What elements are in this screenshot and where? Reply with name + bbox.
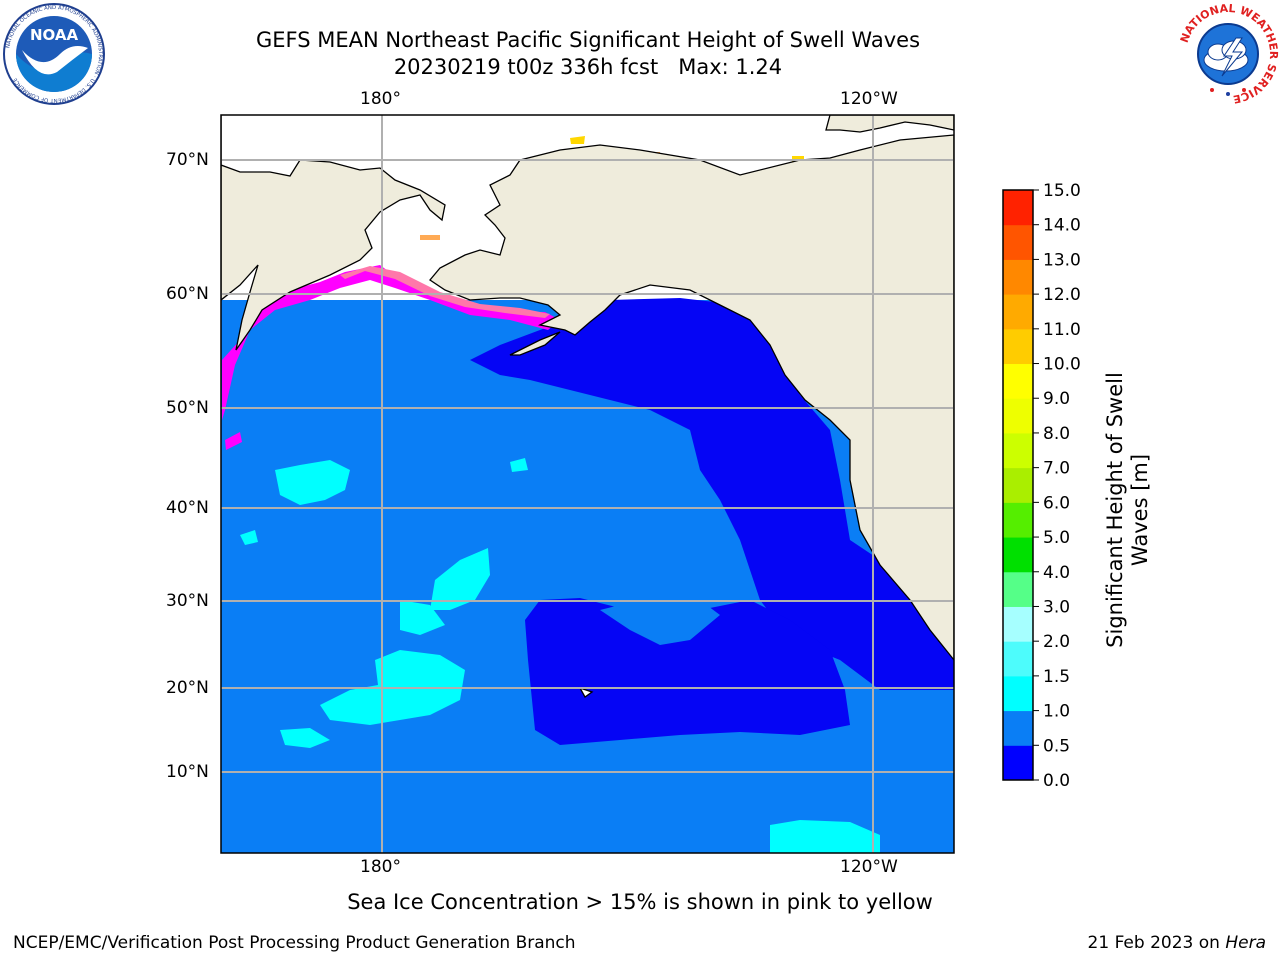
colorbar-tick-label: 2.0 bbox=[1043, 632, 1070, 652]
lat-tick-30n: 30°N bbox=[166, 591, 209, 611]
mid-swell-pocket bbox=[600, 600, 720, 645]
lat-tick-50n: 50°N bbox=[166, 398, 209, 418]
footer-host: Hera bbox=[1225, 933, 1266, 953]
low-swell-region-gulf-of-alaska bbox=[470, 298, 954, 690]
land-alaska-canada bbox=[429, 134, 954, 662]
land-peninsula bbox=[509, 331, 561, 356]
colorbar-segment bbox=[1003, 363, 1033, 399]
footer-date-text: 21 Feb 2023 on bbox=[1087, 933, 1220, 953]
colorbar-tick-label: 9.0 bbox=[1043, 389, 1070, 409]
colorbar-segment bbox=[1003, 537, 1033, 573]
colorbar-tick-label: 1.0 bbox=[1043, 702, 1070, 722]
colorbar: 0.0 0.5 1.0 1.5 2.0 3.0 4.0 5.0 6.0 7.0 8.0 9.0 10.0… bbox=[1002, 181, 1081, 790]
footer-date: 21 Feb 2023 on Hera bbox=[1088, 933, 1266, 953]
map-gridlines bbox=[221, 115, 954, 853]
colorbar-tick-label: 13.0 bbox=[1043, 250, 1081, 270]
colorbar-tick-label: 11.0 bbox=[1043, 320, 1081, 340]
lat-tick-70n: 70°N bbox=[166, 150, 209, 170]
nws-logo-icon: NATIONAL WEATHER SERVICE bbox=[1178, 2, 1280, 106]
map-frame bbox=[220, 114, 955, 854]
colorbar-tick-label: 4.0 bbox=[1043, 563, 1070, 583]
colorbar-segment bbox=[1003, 190, 1033, 226]
lon-tick-top-180: 180° bbox=[360, 89, 401, 109]
land-hawaii bbox=[578, 686, 594, 698]
lat-tick-60n: 60°N bbox=[166, 284, 209, 304]
lat-tick-10n: 10°N bbox=[166, 762, 209, 782]
low-swell-region-subtropical bbox=[525, 598, 850, 745]
noaa-logo-text: NOAA bbox=[30, 26, 79, 44]
lat-tick-20n: 20°N bbox=[166, 678, 209, 698]
colorbar-segment bbox=[1003, 224, 1033, 260]
colorbar-tick-label: 10.0 bbox=[1043, 355, 1081, 375]
colorbar-segment bbox=[1003, 745, 1033, 781]
colorbar-frame bbox=[1002, 189, 1034, 781]
sea-ice-note: Sea Ice Concentration > 15% is shown in … bbox=[347, 890, 933, 914]
lon-tick-bottom-180: 180° bbox=[360, 857, 401, 877]
colorbar-segment bbox=[1003, 571, 1033, 607]
lat-tick-40n: 40°N bbox=[166, 498, 209, 518]
colorbar-tick-label: 6.0 bbox=[1043, 493, 1070, 513]
colorbar-segment bbox=[1003, 328, 1033, 365]
lon-tick-top-120w: 120°W bbox=[840, 89, 898, 109]
colorbar-segment bbox=[1003, 259, 1033, 295]
colorbar-tick-label: 1.5 bbox=[1043, 667, 1070, 687]
map-subtitle: 20230219 t00z 336h fcst Max: 1.24 bbox=[393, 55, 783, 79]
colorbar-segment bbox=[1003, 467, 1033, 503]
colorbar-segment bbox=[1003, 675, 1033, 712]
colorbar-tick-label: 15.0 bbox=[1043, 181, 1081, 201]
colorbar-segment bbox=[1003, 432, 1033, 469]
colorbar-tick-label: 7.0 bbox=[1043, 459, 1070, 479]
colorbar-tick-label: 3.0 bbox=[1043, 597, 1070, 617]
colorbar-segment bbox=[1003, 606, 1033, 642]
lon-tick-bottom-120w: 120°W bbox=[840, 857, 898, 877]
colorbar-tick-label: 0.0 bbox=[1043, 771, 1070, 790]
footer-credit: NCEP/EMC/Verification Post Processing Pr… bbox=[13, 933, 576, 953]
land-arctic-islands bbox=[825, 115, 954, 133]
colorbar-segment bbox=[1003, 641, 1033, 677]
colorbar-segment bbox=[1003, 502, 1033, 538]
colorbar-tick-label: 12.0 bbox=[1043, 285, 1081, 305]
colorbar-segment bbox=[1003, 398, 1033, 434]
colorbar-segment bbox=[1003, 294, 1033, 330]
colorbar-label: Significant Height of Swell Waves [m] bbox=[1103, 372, 1152, 648]
colorbar-tick-label: 5.0 bbox=[1043, 528, 1070, 548]
land-masses bbox=[221, 115, 954, 698]
colorbar-segment bbox=[1003, 710, 1033, 746]
colorbar-tick-label: 8.0 bbox=[1043, 424, 1070, 444]
map-title: GEFS MEAN Northeast Pacific Significant … bbox=[255, 28, 921, 52]
colorbar-tick-label: 14.0 bbox=[1043, 216, 1081, 236]
noaa-logo-icon: NOAA NATIONAL OCEANIC AND ATMOSPHERIC AD… bbox=[3, 3, 105, 105]
colorbar-tick-label: 0.5 bbox=[1043, 736, 1070, 756]
